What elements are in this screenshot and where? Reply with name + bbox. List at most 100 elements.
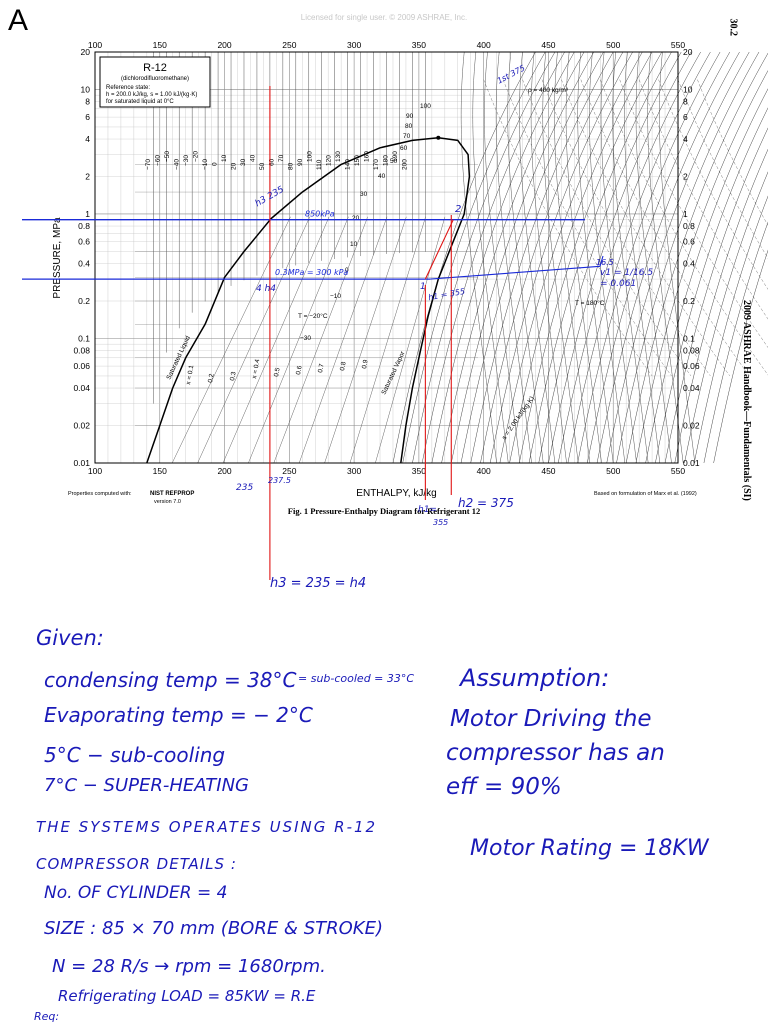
hw-h4-left: 4 h4 bbox=[256, 284, 277, 294]
isotherm-label: 70 bbox=[278, 154, 285, 162]
isentrope-line bbox=[509, 51, 653, 464]
notes-line-9: Refrigerating LOAD = 85KW = R.E bbox=[58, 987, 316, 1005]
isentrope-line bbox=[499, 51, 643, 464]
isentrope-line bbox=[441, 51, 585, 464]
y-tick-label: 1 bbox=[683, 209, 688, 219]
assumption-line-1: compressor has an bbox=[446, 740, 665, 766]
hw-rho-mark: 16.5 bbox=[596, 258, 614, 267]
assumption-line-0: Motor Driving the bbox=[450, 706, 652, 732]
y-tick-label: 0.04 bbox=[683, 383, 700, 393]
property-annotation: Saturated Vapor bbox=[380, 350, 406, 396]
y-tick-label: 0.6 bbox=[78, 237, 90, 247]
isotherm-label: 140 bbox=[345, 159, 352, 170]
y-tick-label: 0.08 bbox=[683, 346, 700, 356]
y-tick-label: 0.06 bbox=[683, 361, 700, 371]
isentrope-line bbox=[421, 51, 565, 464]
hw-state2: 2 bbox=[455, 204, 462, 215]
x-tick-label: 350 bbox=[412, 40, 426, 50]
isentrope-line bbox=[460, 51, 604, 464]
isotherm-line bbox=[472, 51, 509, 464]
y-tick-label: 0.08 bbox=[73, 346, 90, 356]
v1-guide-line bbox=[430, 265, 601, 280]
axis-ticks: 1001001501502002002502503003003503504004… bbox=[73, 40, 699, 476]
isotherm-label: 10 bbox=[221, 154, 228, 162]
cycle-overlay: 850kPa 0.3MPa = 300 kPa bbox=[22, 86, 604, 580]
compression-line bbox=[424, 219, 454, 280]
y-tick-label: 10 bbox=[81, 84, 91, 94]
isotherm-label: −70 bbox=[145, 159, 152, 170]
isochore-line bbox=[697, 79, 768, 226]
isotherm-label: −10 bbox=[202, 159, 209, 170]
x-tick-label: 400 bbox=[477, 466, 491, 476]
y-tick-label: 0.06 bbox=[73, 361, 90, 371]
isotherm-line bbox=[635, 51, 672, 464]
isochore-line bbox=[502, 79, 672, 377]
property-annotation: −30 bbox=[300, 335, 311, 342]
isotherm-line bbox=[577, 51, 614, 464]
isotherm-label: 60 bbox=[269, 158, 276, 166]
isotherm-line bbox=[554, 51, 591, 464]
property-annotation: 10 bbox=[350, 241, 358, 248]
y-tick-label: 20 bbox=[81, 47, 91, 57]
property-annotation: 90 bbox=[406, 113, 414, 120]
isentrope-line bbox=[625, 52, 768, 464]
footer-left-version: version 7.0 bbox=[154, 499, 181, 505]
isentrope-line bbox=[693, 195, 768, 464]
hw-axis-h2: h2 = 375 bbox=[458, 496, 514, 510]
isotherm-line bbox=[589, 51, 626, 464]
isotherm-line bbox=[484, 51, 521, 464]
isotherm-label: 120 bbox=[326, 155, 333, 166]
notes-line-10: Req: bbox=[34, 1010, 60, 1023]
figure-caption: Fig. 1 Pressure-Enthalpy Diagram for Ref… bbox=[288, 506, 480, 516]
footer-left: Properties computed with: bbox=[68, 491, 132, 497]
y-tick-label: 0.2 bbox=[683, 296, 695, 306]
hw-axis-2375: 237.5 bbox=[268, 476, 291, 485]
hw-axis-355: 355 bbox=[433, 518, 449, 527]
saturation-dome bbox=[146, 135, 471, 464]
isentrope-line bbox=[567, 51, 711, 464]
isochore-line bbox=[638, 79, 768, 320]
y-tick-label: 1 bbox=[85, 209, 90, 219]
property-annotation: 60 bbox=[400, 145, 408, 152]
isotherm-line bbox=[647, 51, 684, 464]
isentrope-line bbox=[402, 51, 546, 464]
x-tick-label: 150 bbox=[153, 466, 167, 476]
notes-subcooled: = sub-cooled = 33°C bbox=[298, 672, 415, 685]
isotherm-label: 160 bbox=[364, 151, 371, 162]
quality-line bbox=[324, 216, 407, 464]
property-annotation: 70 bbox=[403, 133, 411, 140]
isotherm-line bbox=[519, 51, 556, 464]
notes-line-2: 5°C − sub-cooling bbox=[44, 743, 226, 767]
high-pressure-label: 850kPa bbox=[305, 210, 335, 219]
footer-right: Based on formulation of Marx et al. (199… bbox=[594, 491, 697, 497]
title-box-frame bbox=[99, 56, 211, 108]
isochore-line bbox=[561, 79, 730, 377]
isotherm-label: 50 bbox=[259, 162, 266, 170]
notes-line-6: No. OF CYLINDER = 4 bbox=[44, 883, 228, 903]
notes-line-3: 7°C − SUPER-HEATING bbox=[44, 775, 250, 796]
notes-line-7: SIZE : 85 × 70 mm (BORE & STROKE) bbox=[44, 918, 383, 939]
quality-line bbox=[349, 216, 426, 464]
v1-guide-hook bbox=[599, 255, 604, 267]
y-tick-label: 6 bbox=[85, 112, 90, 122]
footer-left-bold: NIST REFPROP bbox=[150, 491, 194, 497]
isentrope-line bbox=[645, 88, 768, 464]
quality-line bbox=[172, 216, 291, 464]
y-tick-label: 4 bbox=[683, 134, 688, 144]
reference-state-2: for saturated liquid at 0°C bbox=[106, 99, 174, 105]
quality-label: 0.2 bbox=[207, 373, 216, 383]
isotherm-label: 90 bbox=[297, 158, 304, 166]
isentrope-line bbox=[489, 51, 633, 464]
hw-h3-eq-h4: h3 = 235 = h4 bbox=[270, 576, 367, 591]
quality-label: 0.8 bbox=[339, 361, 348, 371]
isotherm-label: −30 bbox=[183, 155, 190, 166]
x-tick-label: 450 bbox=[541, 466, 555, 476]
isotherm-label: 30 bbox=[240, 158, 247, 166]
panel-letter: A bbox=[8, 4, 29, 37]
quality-line bbox=[298, 216, 388, 464]
y-tick-label: 10 bbox=[683, 84, 693, 94]
y-tick-label: 2 bbox=[683, 172, 688, 182]
isentrope-line bbox=[674, 148, 768, 464]
isentrope-line bbox=[470, 51, 614, 464]
y-tick-label: 0.4 bbox=[683, 259, 695, 269]
